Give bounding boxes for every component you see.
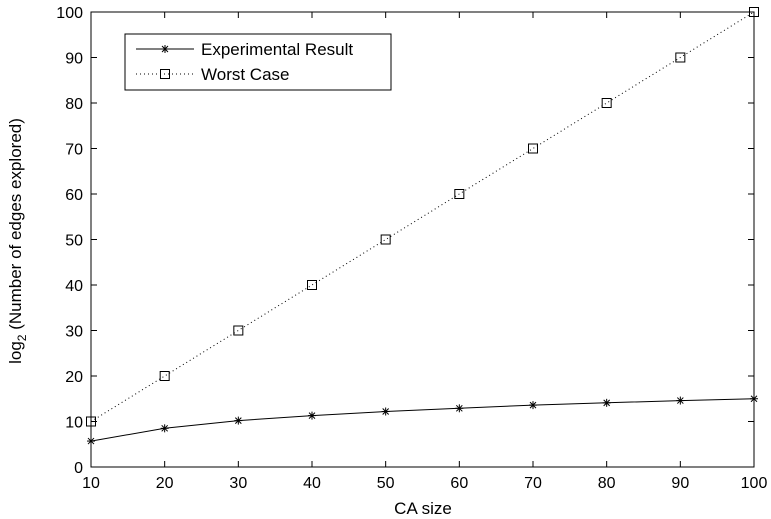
x-tick-label: 60 bbox=[450, 475, 468, 492]
data-point-experimental bbox=[160, 424, 169, 433]
x-tick-label: 80 bbox=[598, 475, 616, 492]
data-point-experimental bbox=[234, 416, 243, 425]
data-point-experimental bbox=[602, 398, 611, 407]
y-tick-label: 90 bbox=[65, 51, 83, 68]
x-tick-label: 100 bbox=[741, 475, 768, 492]
x-tick-label: 30 bbox=[229, 475, 247, 492]
x-axis-label: CA size bbox=[394, 499, 452, 518]
y-tick-label: 80 bbox=[65, 96, 83, 113]
data-point-worst-case bbox=[233, 325, 244, 336]
y-axis-label-main: log bbox=[6, 341, 25, 364]
axis-ticks: 10 20 30 40 50 60 70 80 90 1000102030405060708090… bbox=[56, 5, 767, 492]
x-tick-label: 50 bbox=[377, 475, 395, 492]
y-tick-label: 100 bbox=[56, 5, 83, 22]
legend-marker-experimental bbox=[161, 45, 169, 53]
x-tick-label: 20 bbox=[156, 475, 174, 492]
data-point-worst-case bbox=[307, 280, 317, 290]
y-tick-label: 0 bbox=[74, 460, 83, 477]
y-tick-label: 20 bbox=[65, 369, 83, 386]
data-point-worst-case bbox=[159, 371, 170, 381]
x-tick-label: 10 bbox=[82, 475, 100, 492]
data-point-worst-case bbox=[528, 143, 538, 154]
legend-box bbox=[124, 33, 392, 91]
data-point-experimental bbox=[529, 401, 537, 410]
y-axis-label-rest: (Number of edges explored) bbox=[6, 118, 25, 334]
data-point-worst-case bbox=[454, 189, 465, 199]
legend-label-worst-case: Worst Case bbox=[201, 65, 290, 84]
y-axis-label-subscript: 2 bbox=[15, 334, 29, 341]
y-tick-label: 50 bbox=[65, 233, 83, 250]
y-tick-label: 60 bbox=[65, 187, 83, 204]
y-tick-label: 40 bbox=[65, 278, 83, 295]
y-tick-label: 30 bbox=[65, 324, 83, 341]
plot-frame bbox=[90, 11, 755, 468]
x-tick-label: 70 bbox=[524, 475, 542, 492]
data-point-experimental bbox=[381, 407, 390, 416]
data-point-experimental bbox=[455, 404, 464, 413]
legend: Experimental Result Worst Case bbox=[124, 33, 392, 91]
data-point-worst-case bbox=[601, 98, 612, 108]
legend-asterisk-marker bbox=[161, 45, 169, 53]
legend-square-marker bbox=[160, 69, 170, 79]
series-line-0 bbox=[90, 398, 755, 442]
data-point-worst-case bbox=[380, 234, 391, 245]
data-point-worst-case bbox=[675, 52, 686, 63]
y-axis-label: log2 (Number of edges explored) bbox=[6, 118, 29, 364]
y-tick-label: 10 bbox=[65, 415, 83, 432]
data-point-experimental bbox=[308, 411, 316, 420]
y-tick-label: 70 bbox=[65, 142, 83, 159]
x-tick-label: 90 bbox=[671, 475, 689, 492]
series-layer bbox=[86, 7, 759, 446]
legend-marker-worst-case bbox=[160, 69, 170, 79]
x-tick-label: 40 bbox=[303, 475, 321, 492]
data-point-experimental bbox=[676, 396, 685, 405]
legend-label-experimental: Experimental Result bbox=[201, 40, 353, 59]
